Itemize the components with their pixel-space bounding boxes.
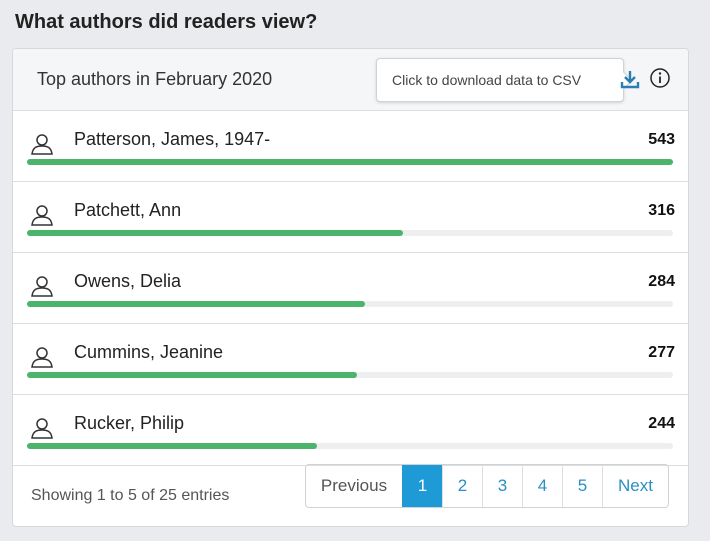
author-row: Rucker, Philip 244: [13, 395, 688, 466]
author-view-count: 244: [648, 415, 675, 432]
author-row: Patchett, Ann 316: [13, 182, 688, 253]
download-csv-button[interactable]: [619, 68, 641, 90]
page-3-button[interactable]: 3: [482, 465, 522, 507]
download-icon: [620, 71, 640, 89]
person-icon: [30, 132, 54, 156]
person-icon: [30, 345, 54, 369]
previous-page-button[interactable]: Previous: [320, 476, 388, 495]
next-page-button[interactable]: Next: [602, 465, 668, 507]
view-bar-track: [27, 443, 673, 449]
page-2-button[interactable]: 2: [442, 465, 482, 507]
view-bar-fill: [27, 301, 365, 307]
author-row: Cummins, Jeanine 277: [13, 324, 688, 395]
view-bar-fill: [27, 372, 357, 378]
entries-info: Showing 1 to 5 of 25 entries: [31, 487, 230, 504]
view-bar-fill: [27, 443, 318, 449]
author-name: Patterson, James, 1947-: [74, 129, 271, 149]
page-4-button[interactable]: 4: [522, 465, 562, 507]
person-icon: [30, 416, 54, 440]
card-header: Top authors in February 2020 Click to do…: [13, 49, 688, 111]
author-name: Rucker, Philip: [74, 413, 185, 433]
view-bar-fill: [27, 230, 403, 236]
page-5-button[interactable]: 5: [562, 465, 602, 507]
author-view-count: 284: [648, 273, 675, 290]
page-1-button[interactable]: 1: [402, 465, 442, 507]
author-name: Owens, Delia: [74, 271, 182, 291]
author-name: Patchett, Ann: [74, 200, 182, 220]
author-view-count: 316: [648, 202, 675, 219]
card-title: Top authors in February 2020: [37, 69, 273, 89]
download-tooltip: Click to download data to CSV: [376, 58, 624, 102]
view-bar-track: [27, 372, 673, 378]
info-button[interactable]: [649, 67, 671, 89]
author-name: Cummins, Jeanine: [74, 342, 224, 362]
person-icon: [30, 203, 54, 227]
author-view-count: 277: [648, 344, 675, 361]
view-bar-track: [27, 230, 673, 236]
top-authors-card: Top authors in February 2020 Click to do…: [12, 48, 689, 527]
view-bar-track: [27, 301, 673, 307]
person-icon: [30, 274, 54, 298]
view-bar-track: [27, 159, 673, 165]
author-view-count: 543: [648, 131, 675, 148]
info-icon: [650, 68, 670, 88]
view-bar-fill: [27, 159, 673, 165]
author-row: Patterson, James, 1947- 543: [13, 111, 688, 182]
author-row: Owens, Delia 284: [13, 253, 688, 324]
page-title: What authors did readers view?: [15, 11, 318, 33]
pagination: Previous 1 2 3 4 5 Next: [305, 464, 669, 508]
